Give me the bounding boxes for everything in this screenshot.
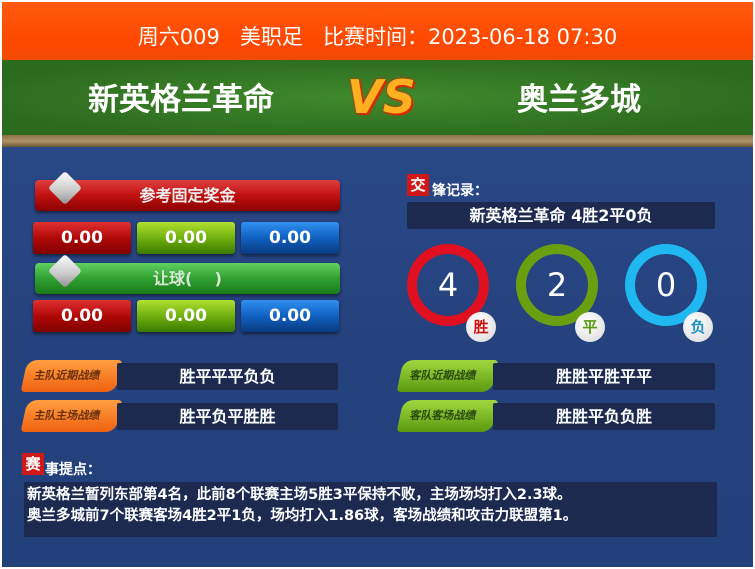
h2h-summary: 新英格兰革命 4胜2平0负: [407, 202, 715, 229]
pitch-banner: [2, 60, 753, 135]
diamond-icon: [48, 171, 82, 205]
loss-badge: 负: [683, 312, 713, 342]
win-ring: 4: [407, 244, 489, 326]
win-badge: 胜: [466, 312, 496, 342]
tips-title: 事提点：: [45, 462, 101, 478]
tip-line: 新英格兰暂列东部第4名，此前8个联赛主场5胜3平保持不败，主场场均打入2.3球。: [27, 487, 572, 503]
away-recent-label: 客队近期战绩: [396, 360, 499, 392]
draw-badge: 平: [575, 312, 605, 342]
loss-ring: 0: [625, 244, 707, 326]
match-time: 2023-06-18 07:30: [427, 25, 618, 49]
away-away-label: 客队客场战绩: [396, 400, 499, 432]
handicap-title: 让球( ): [153, 269, 222, 288]
diamond-icon: [48, 254, 82, 288]
tip-line: 奥兰多城前7个联赛客场4胜2平1负，场均打入1.86球，客场战绩和攻击力联盟第1…: [27, 508, 578, 524]
away-recent-form: 胜胜平胜平平: [493, 363, 715, 390]
home-team: 新英格兰革命: [88, 82, 274, 118]
draw-ring: 2: [516, 244, 598, 326]
handicap-draw[interactable]: 0.00: [137, 300, 235, 332]
vs-logo: VS: [347, 70, 416, 124]
fixed-odds-header: 参考固定奖金: [35, 171, 340, 211]
tips-icon: 赛: [22, 453, 44, 475]
h2h-title: 锋记录：: [432, 183, 488, 199]
home-recent-form: 胜平平平负负: [117, 363, 338, 390]
away-away-form: 胜胜平负负胜: [493, 403, 715, 430]
odds-loss[interactable]: 0.00: [241, 222, 339, 254]
handicap-header: 让球( ): [35, 254, 340, 294]
h2h-icon: 交: [407, 174, 429, 196]
home-recent-label: 主队近期战绩: [20, 360, 123, 392]
handicap-loss[interactable]: 0.00: [241, 300, 339, 332]
match-number: 周六009: [137, 25, 220, 49]
handicap-win[interactable]: 0.00: [33, 300, 131, 332]
match-header: 周六009 美职足 比赛时间：2023-06-18 07:30: [2, 2, 753, 60]
away-team: 奥兰多城: [517, 82, 641, 118]
home-home-form: 胜平负平胜胜: [117, 403, 338, 430]
match-tips: 新英格兰暂列东部第4名，此前8个联赛主场5胜3平保持不败，主场场均打入2.3球。…: [24, 482, 717, 537]
league: 美职足: [239, 25, 303, 49]
fixed-odds-title: 参考固定奖金: [139, 186, 236, 205]
time-label: 比赛时间：: [322, 25, 428, 49]
odds-draw[interactable]: 0.00: [137, 222, 235, 254]
home-home-label: 主队主场战绩: [20, 400, 123, 432]
pitch-edge: [2, 135, 753, 147]
odds-win[interactable]: 0.00: [33, 222, 131, 254]
